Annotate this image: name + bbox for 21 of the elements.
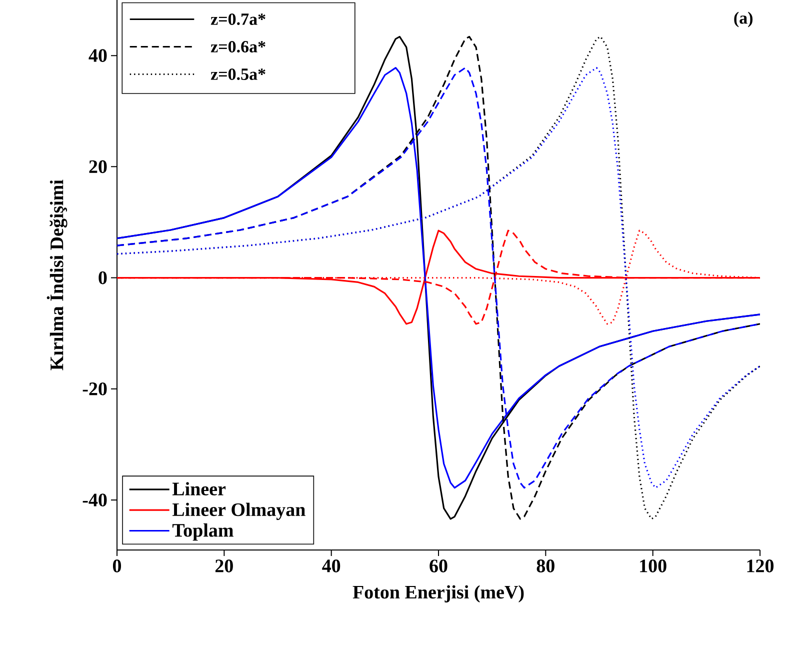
y-axis-title: Kırılma İndisi Değişimi xyxy=(46,180,68,370)
legend-label: Toplam xyxy=(172,523,234,541)
y-tick-label: 40 xyxy=(88,49,107,62)
x-tick-label: 20 xyxy=(215,560,233,572)
x-tick-label: 0 xyxy=(112,560,122,572)
y-tick-label: 0 xyxy=(98,271,107,284)
legend-label: Lineer xyxy=(172,482,226,496)
x-tick-label: 40 xyxy=(322,560,340,572)
legend-label: Lineer Olmayan xyxy=(172,502,306,520)
annotation: z=0.6a* xyxy=(210,40,266,53)
x-tick-label: 120 xyxy=(747,560,774,572)
annotation: z=0.7a* xyxy=(210,13,266,26)
x-tick-label: 60 xyxy=(430,560,448,572)
x-tick-label: 100 xyxy=(640,560,666,572)
x-axis-title: Foton Enerjisi (meV) xyxy=(352,585,524,602)
x-tick-label: 80 xyxy=(536,560,554,572)
y-tick-label: -40 xyxy=(82,494,107,506)
y-tick-label: 20 xyxy=(89,160,107,174)
y-tick-label: -20 xyxy=(82,382,107,396)
annotation: (a) xyxy=(734,12,753,28)
annotation: z=0.5a* xyxy=(210,68,266,80)
